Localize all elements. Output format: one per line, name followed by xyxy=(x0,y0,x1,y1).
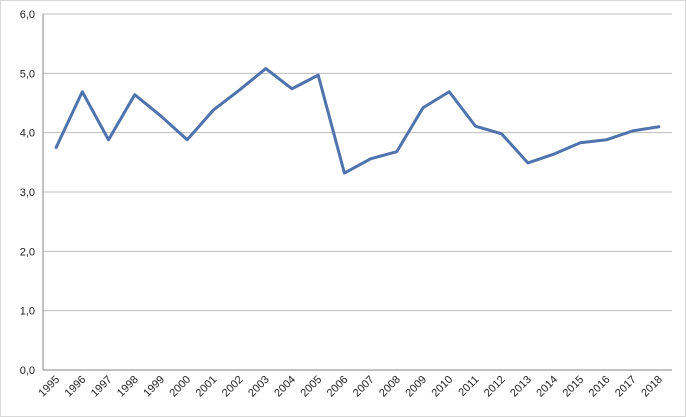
y-tick-label: 6,0 xyxy=(20,9,35,21)
y-tick-label: 1,0 xyxy=(20,306,35,318)
y-tick-label: 2,0 xyxy=(20,246,35,258)
y-tick-label: 3,0 xyxy=(20,187,35,199)
series-line xyxy=(54,67,661,175)
y-tick-label: 4,0 xyxy=(20,128,35,140)
y-tick-label: 0,0 xyxy=(20,365,35,377)
y-tick-label: 5,0 xyxy=(20,68,35,80)
